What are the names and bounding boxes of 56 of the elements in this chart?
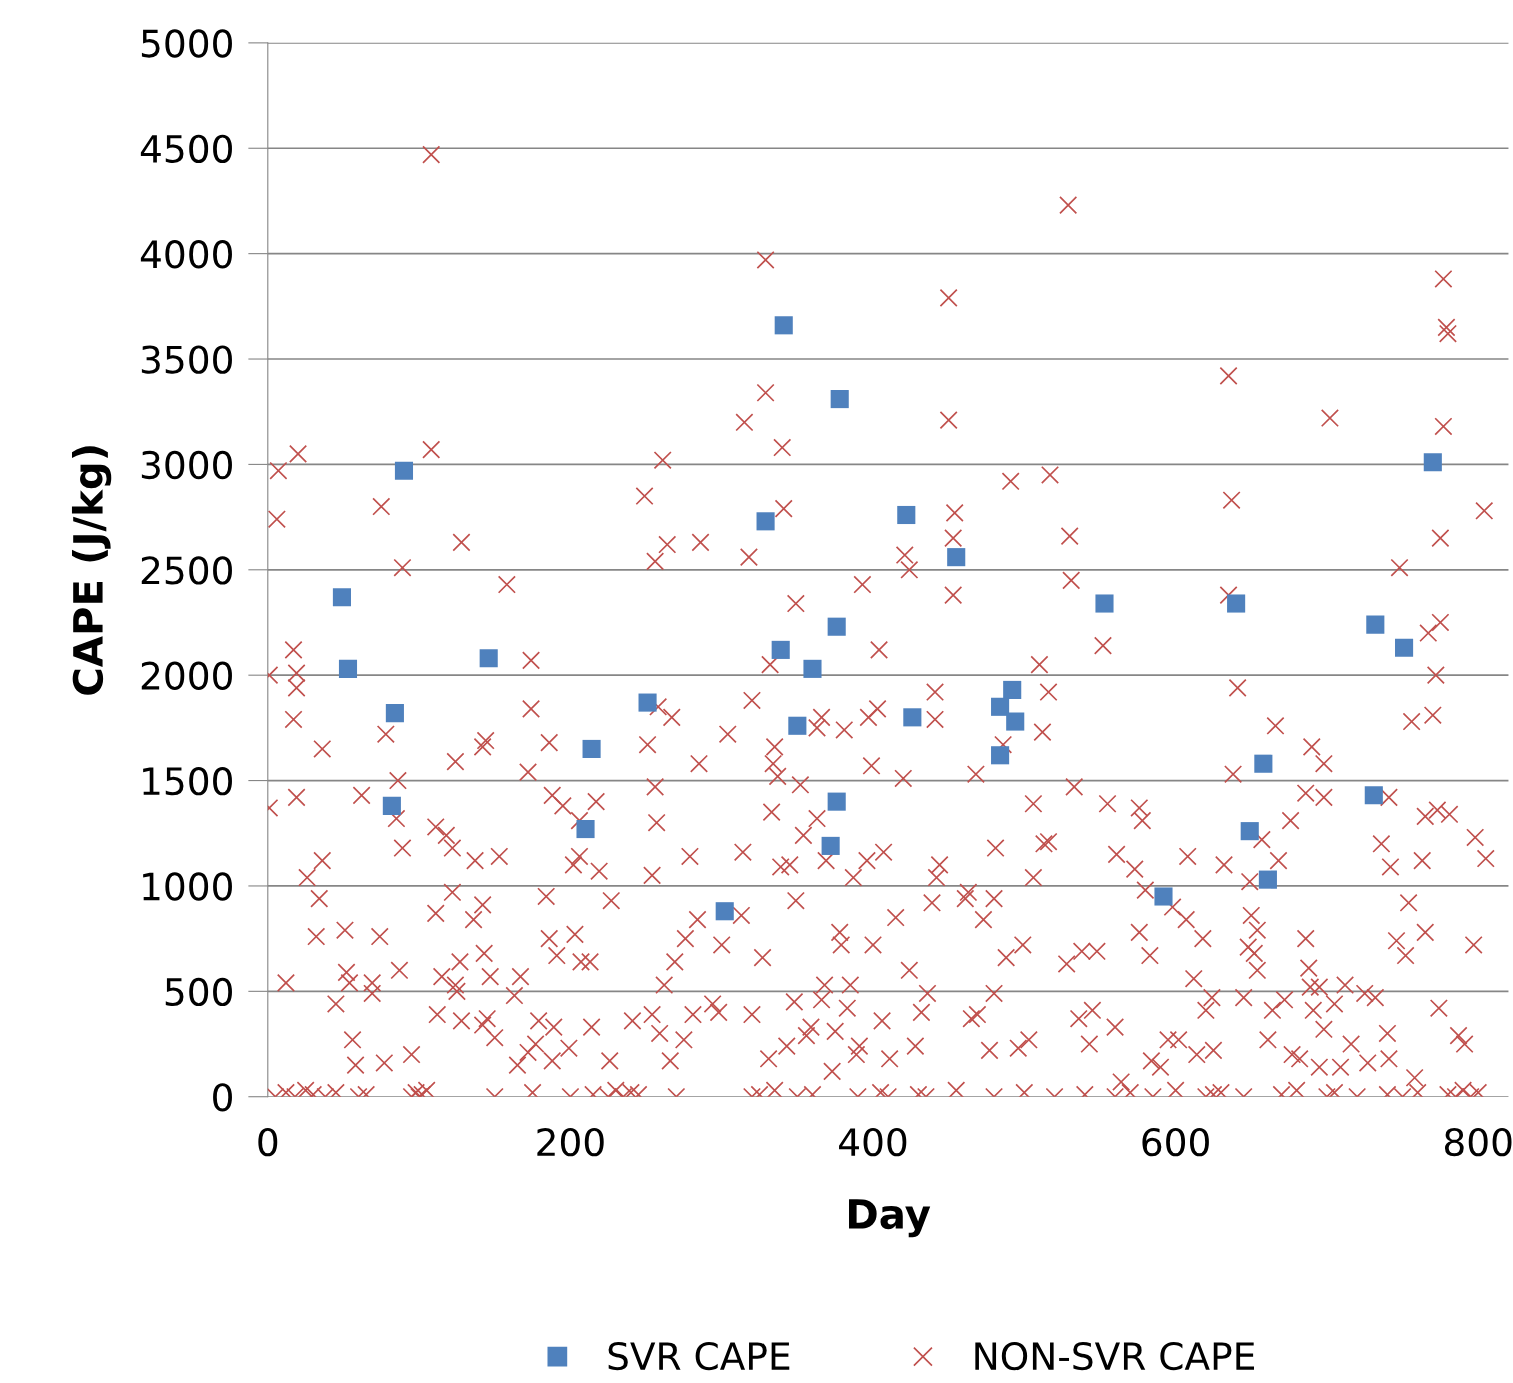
point	[903, 708, 922, 727]
y-tick-label: 2500	[141, 556, 232, 585]
point	[947, 548, 966, 567]
y-tick-label: 1500	[143, 766, 232, 796]
point	[1154, 887, 1173, 906]
point	[582, 739, 601, 758]
y-tick-label: 4500	[140, 134, 232, 164]
point	[338, 659, 358, 678]
point	[827, 792, 846, 811]
legend-label: NON-SVR CAPE	[975, 1341, 1255, 1371]
point	[1003, 680, 1022, 699]
point	[788, 716, 807, 735]
point	[1364, 786, 1383, 805]
y-tick-label: 3500	[141, 345, 232, 374]
point	[1095, 594, 1114, 613]
y-axis-title: CAPE (J/kg)	[71, 446, 112, 695]
x-tick-label: 200	[537, 1127, 604, 1157]
point	[1366, 615, 1385, 634]
x-tick-label: 800	[1444, 1127, 1512, 1157]
point	[638, 693, 657, 712]
y-tick-label: 5000	[141, 29, 232, 58]
point	[1258, 870, 1277, 889]
point	[897, 505, 916, 525]
x-axis-title: Day	[849, 1199, 931, 1238]
x-tick-label: 0	[258, 1127, 278, 1157]
point	[1227, 594, 1246, 613]
point	[1006, 712, 1025, 731]
point	[991, 697, 1010, 716]
point	[827, 617, 846, 636]
legend-label: SVR CAPE	[608, 1341, 790, 1371]
y-tick-label: 0	[213, 1083, 232, 1112]
point	[382, 796, 401, 815]
point	[774, 316, 793, 335]
point	[715, 902, 734, 921]
y-tick-label: 1000	[143, 872, 232, 901]
point	[1240, 822, 1259, 841]
point	[385, 704, 404, 723]
y-tick-label: 2000	[141, 661, 232, 690]
y-tick-label: 4000	[140, 240, 232, 269]
point	[991, 746, 1010, 765]
point	[803, 659, 822, 678]
point	[1423, 453, 1442, 472]
x-tick-label: 400	[839, 1127, 907, 1157]
point	[756, 512, 775, 531]
point	[479, 649, 498, 668]
point	[830, 390, 849, 409]
point	[394, 461, 414, 480]
x-tick-label: 600	[1142, 1127, 1209, 1157]
point	[576, 819, 595, 839]
point	[771, 640, 790, 659]
point	[332, 588, 351, 607]
point	[821, 836, 840, 855]
y-tick-label: 3000	[141, 450, 232, 480]
point	[1254, 754, 1273, 773]
point	[1395, 638, 1414, 657]
y-tick-label: 500	[165, 977, 232, 1007]
